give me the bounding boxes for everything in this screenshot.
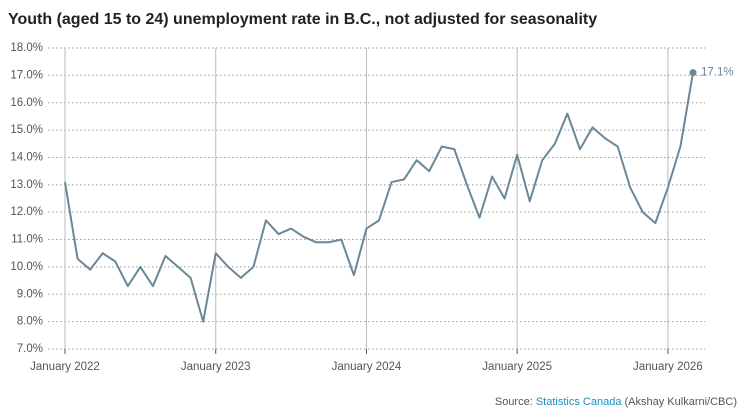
end-point — [689, 69, 697, 77]
x-tick-label: January 2025 — [482, 361, 552, 373]
y-tick-label: 16.0% — [10, 97, 43, 109]
y-tick-label: 7.0% — [17, 343, 43, 355]
y-tick-label: 14.0% — [10, 151, 43, 163]
y-tick-label: 11.0% — [11, 234, 43, 246]
y-tick-label: 18.0% — [10, 42, 43, 54]
y-tick-label: 8.0% — [17, 316, 43, 328]
source-prefix: Source: — [495, 396, 533, 408]
series-line — [64, 72, 694, 323]
chart-title: Youth (aged 15 to 24) unemployment rate … — [8, 11, 597, 28]
x-tick-label: January 2022 — [30, 361, 100, 373]
y-tick-label: 10.0% — [10, 261, 43, 273]
y-tick-label: 9.0% — [17, 288, 43, 300]
x-tick-label: January 2023 — [181, 361, 251, 373]
source-link[interactable]: Statistics Canada — [536, 396, 622, 408]
y-tick-label: 15.0% — [10, 124, 43, 136]
source-credit: (Akshay Kulkarni/CBC) — [625, 396, 737, 408]
source: Source: Statistics Canada (Akshay Kulkar… — [495, 396, 737, 408]
x-tick-label: January 2026 — [633, 361, 703, 373]
y-tick-label: 12.0% — [10, 206, 43, 218]
x-tick-label: January 2024 — [332, 361, 402, 373]
y-tick-label: 13.0% — [10, 179, 43, 191]
y-tick-label: 17.0% — [10, 69, 43, 81]
value-label: 17.1% — [701, 67, 734, 79]
